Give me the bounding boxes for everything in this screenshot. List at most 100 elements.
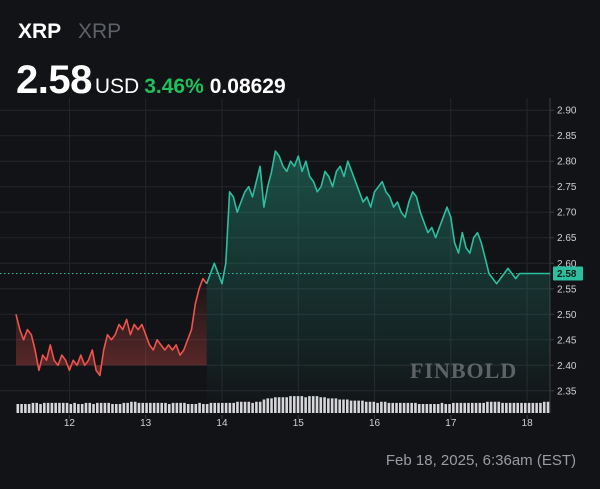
y-tick-label: 2.50 — [557, 310, 577, 321]
volume-bar — [289, 396, 292, 413]
y-tick-label: 2.90 — [557, 106, 577, 117]
volume-bar — [92, 404, 95, 413]
volume-bar — [542, 401, 546, 413]
volume-bar — [167, 404, 171, 413]
y-tick-label: 2.80 — [557, 157, 577, 168]
volume-bar — [183, 402, 186, 413]
y-tick-label: 2.60 — [557, 259, 577, 270]
volume-bar — [198, 402, 201, 413]
volume-bar — [35, 402, 39, 413]
volume-bar — [202, 404, 205, 413]
volume-bar — [114, 404, 118, 413]
x-tick-label: 14 — [216, 418, 228, 429]
price-area — [16, 151, 550, 401]
last-price-badge — [553, 266, 583, 281]
volume-bar — [482, 402, 485, 413]
volume-bar — [277, 397, 281, 413]
volume-bar — [300, 396, 304, 413]
volume-bar — [171, 402, 175, 413]
volume-bar — [546, 401, 550, 413]
volume-bar — [213, 402, 217, 413]
volume-bar — [497, 401, 501, 413]
x-tick-label: 18 — [522, 418, 534, 429]
volume-bar — [224, 402, 228, 413]
volume-bar — [512, 402, 516, 413]
volume-bar — [20, 404, 23, 413]
change-percent: 3.46% — [144, 75, 204, 98]
volume-bar — [372, 401, 376, 413]
volume-bar — [505, 402, 508, 413]
volume-bar — [376, 402, 379, 413]
down-area — [16, 278, 207, 376]
volume-bar — [61, 402, 65, 413]
volume-bar — [281, 397, 285, 413]
volume-bar — [364, 401, 368, 413]
volume-bar — [338, 399, 342, 413]
volume-bar — [258, 401, 262, 413]
y-axis: 2.90 2.85 2.80 2.75 2.70 2.65 2.60 2.55 2.50 2.45… — [550, 106, 583, 397]
volume-bar — [236, 401, 239, 413]
volume-bar — [118, 404, 122, 413]
volume-bar — [221, 402, 224, 413]
volume-bar — [73, 402, 76, 413]
volume-bar — [361, 400, 364, 413]
volume-bar — [421, 404, 425, 413]
volume-bar — [429, 404, 432, 413]
volume-bar — [433, 404, 436, 413]
volume-bar — [535, 402, 538, 413]
volume-bar — [88, 402, 92, 413]
volume-bar — [531, 402, 535, 413]
volume-bar — [103, 402, 107, 413]
volume-bar — [399, 402, 402, 413]
volume-bar — [80, 404, 84, 413]
volume-bar — [270, 398, 273, 413]
volume-bar — [455, 402, 459, 413]
volume-bar — [209, 402, 213, 413]
last-price-label: 2.58 — [557, 269, 577, 280]
volume-bar — [467, 402, 470, 413]
price-chart[interactable]: 2.90 2.85 2.80 2.75 2.70 2.65 2.60 2.55 2.50 2.45… — [0, 98, 600, 438]
volume-bar — [459, 402, 463, 413]
volume-bar — [31, 402, 35, 413]
volume-bar — [501, 402, 504, 413]
volume-bar — [149, 402, 152, 413]
volume-bar — [194, 404, 198, 413]
volume-bar — [368, 401, 372, 413]
volume-bar — [190, 404, 194, 413]
volume-bar — [470, 402, 474, 413]
y-tick-label: 2.65 — [557, 233, 577, 244]
volume-bar — [539, 402, 542, 413]
volume-bar — [255, 401, 258, 413]
volume-bar — [239, 401, 243, 413]
volume-bar — [334, 398, 338, 413]
volume-bar — [383, 401, 387, 413]
volume-bar — [474, 402, 478, 413]
volume-bar — [43, 402, 46, 413]
volume-bar — [99, 402, 103, 413]
y-tick-label: 2.70 — [557, 208, 577, 219]
volume-bar — [402, 402, 406, 413]
x-tick-label: 16 — [369, 418, 381, 429]
volume-bar — [478, 402, 482, 413]
volume-bar — [156, 402, 160, 413]
timestamp: Feb 18, 2025, 6:36am (EST) — [385, 452, 576, 469]
volume-bar — [452, 402, 455, 413]
volume-bar — [228, 402, 232, 413]
volume-bars — [16, 396, 550, 413]
volume-bar — [315, 396, 319, 413]
volume-bar — [292, 396, 296, 413]
x-tick-label: 12 — [64, 418, 76, 429]
volume-bar — [84, 402, 88, 413]
volume-bar — [145, 402, 148, 413]
y-tick-label: 2.45 — [557, 335, 577, 346]
x-tick-label: 13 — [140, 418, 152, 429]
volume-bar — [527, 402, 531, 413]
volume-bar — [436, 404, 440, 413]
price-line-down — [15, 277, 208, 377]
volume-bar — [311, 396, 315, 413]
current-price: 2.58 — [16, 58, 92, 102]
change-absolute: 0.08629 — [209, 75, 286, 98]
volume-bar — [349, 400, 353, 413]
volume-bar — [65, 402, 69, 413]
